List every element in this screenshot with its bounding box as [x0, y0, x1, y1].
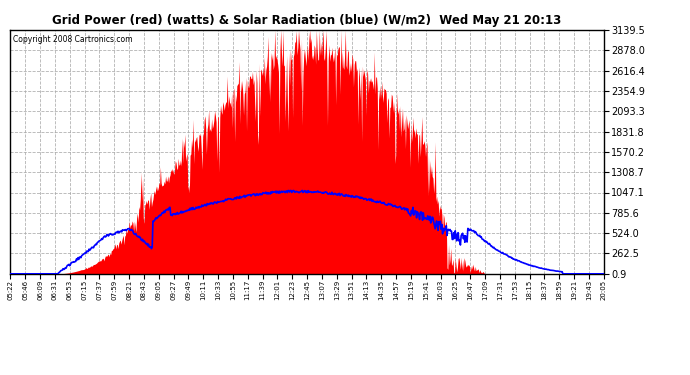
- Title: Grid Power (red) (watts) & Solar Radiation (blue) (W/m2)  Wed May 21 20:13: Grid Power (red) (watts) & Solar Radiati…: [52, 15, 562, 27]
- Text: Copyright 2008 Cartronics.com: Copyright 2008 Cartronics.com: [13, 35, 132, 44]
